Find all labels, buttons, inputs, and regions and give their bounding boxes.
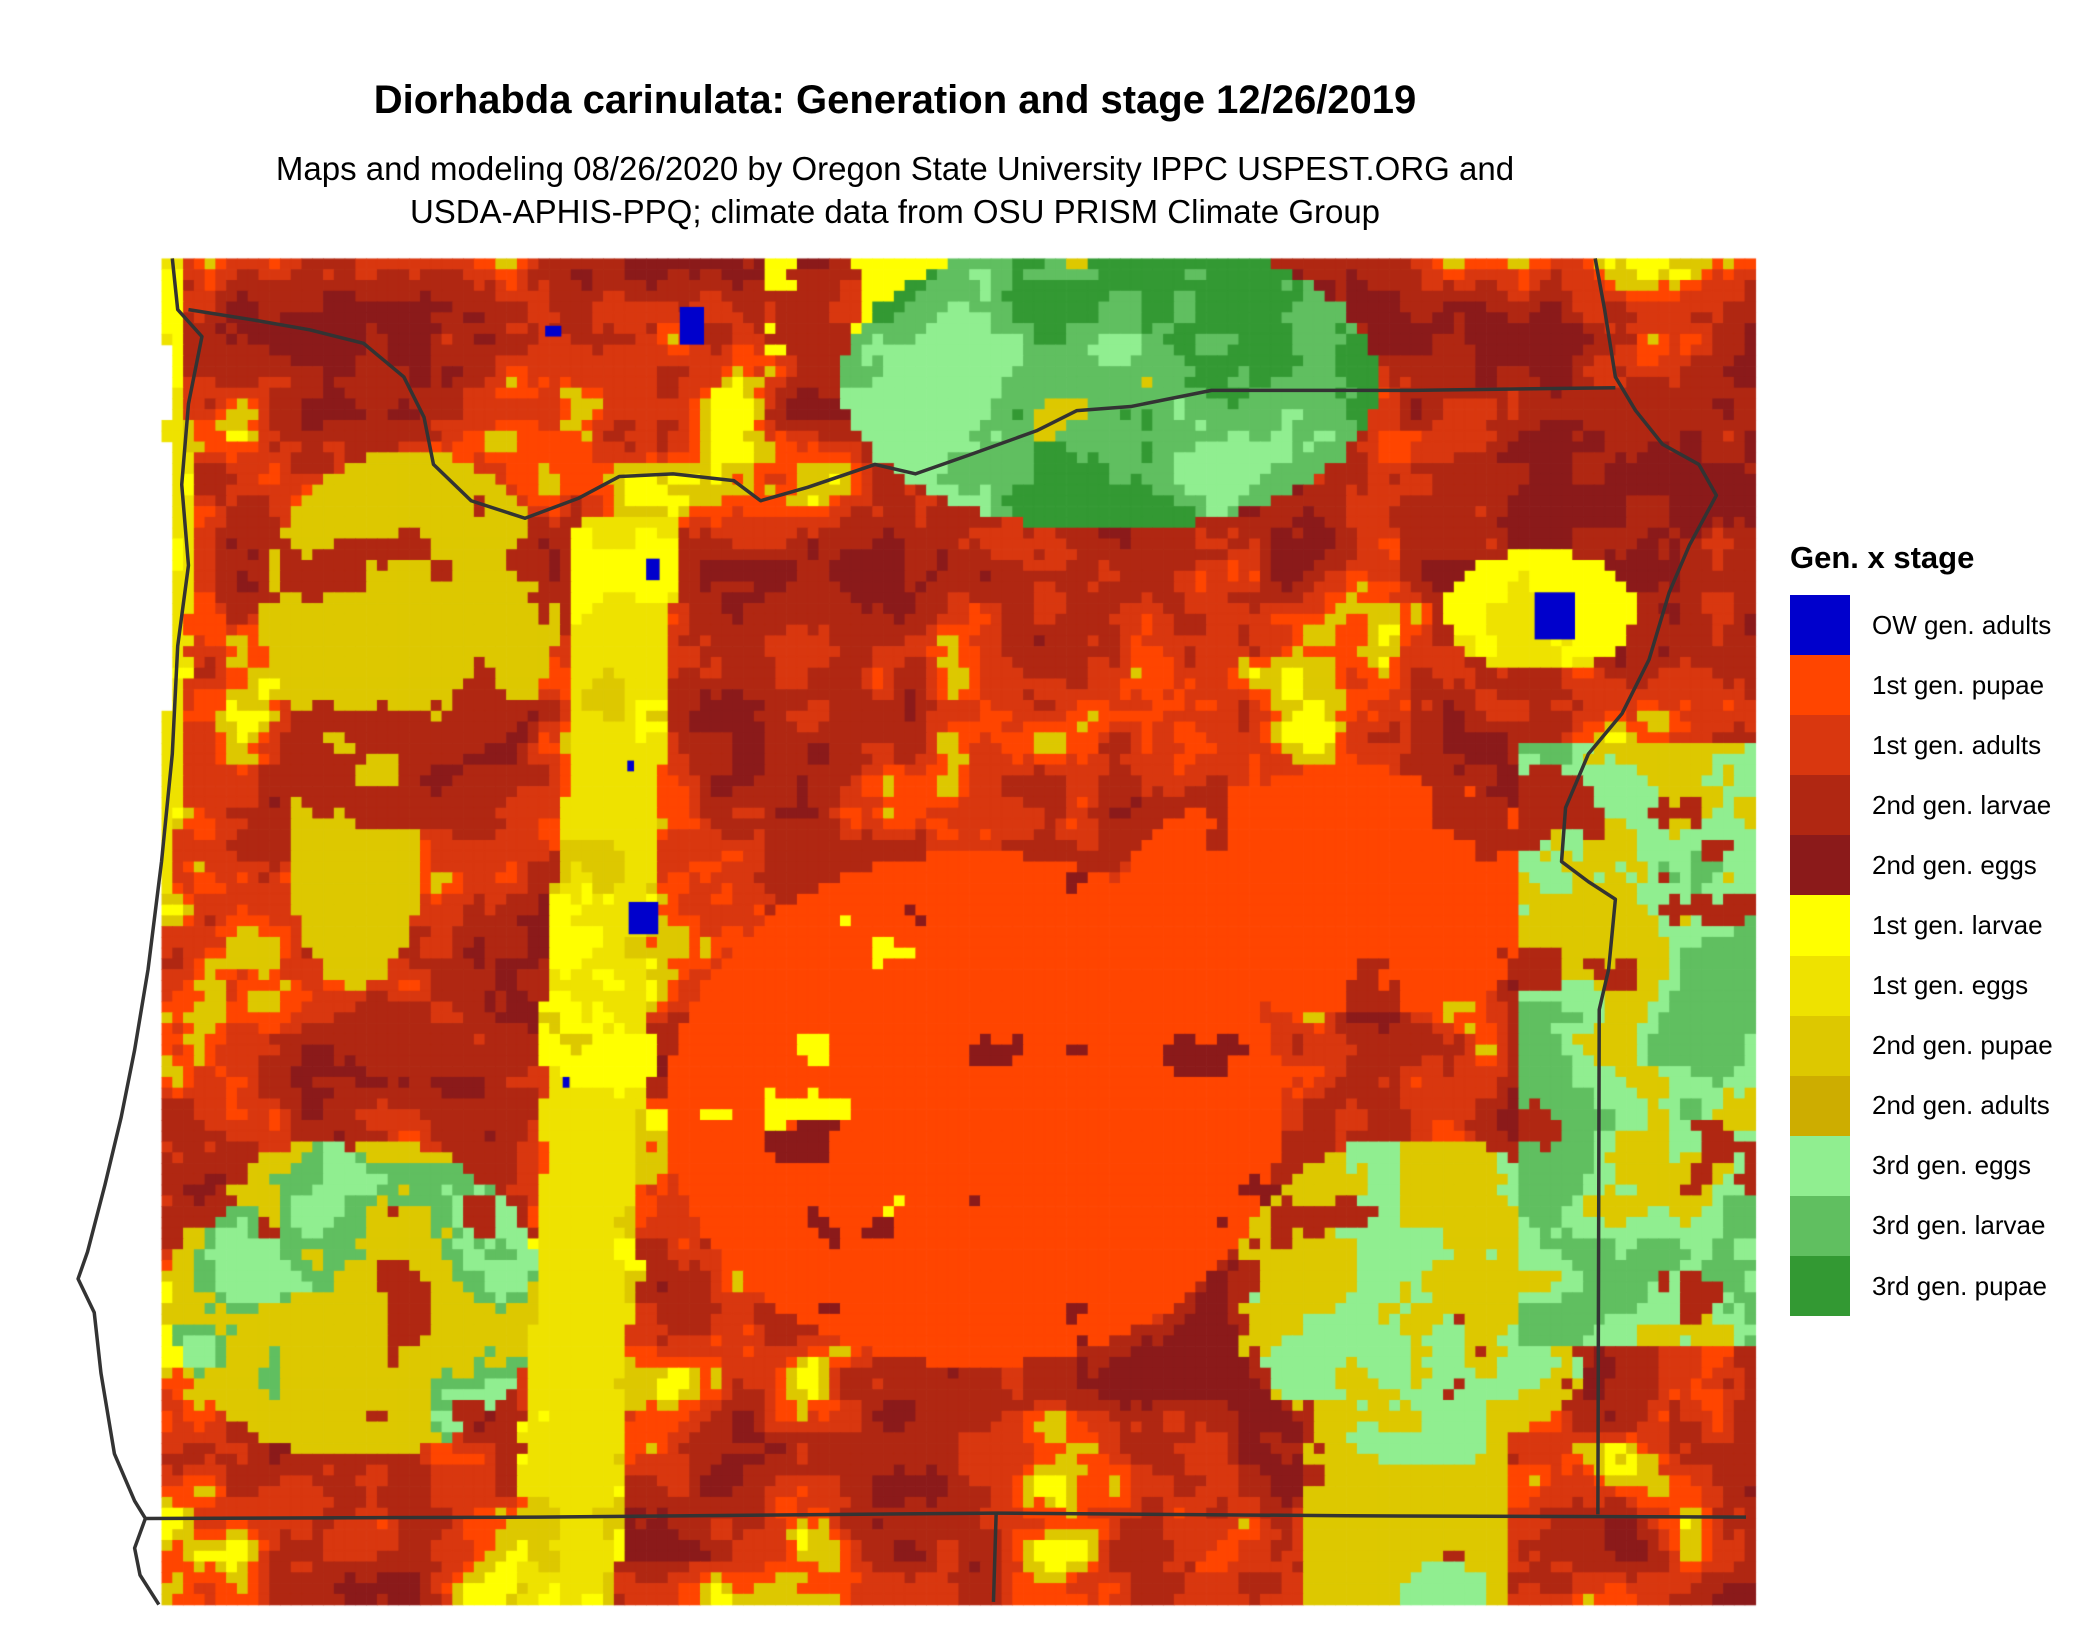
legend-swatch — [1790, 655, 1850, 716]
legend-item: 1st gen. eggs — [1790, 955, 2053, 1016]
legend-swatch — [1790, 595, 1850, 656]
legend-swatch — [1790, 835, 1850, 896]
legend-item: 3rd gen. pupae — [1790, 1256, 2053, 1317]
legend-swatch — [1790, 955, 1850, 1016]
legend-label: 3rd gen. eggs — [1872, 1150, 2032, 1181]
legend-label: 2nd gen. eggs — [1872, 849, 2037, 880]
legend-swatch — [1790, 895, 1850, 956]
legend-label: 1st gen. eggs — [1872, 970, 2029, 1001]
legend-swatch — [1790, 1015, 1850, 1076]
map-title: Diorhabda carinulata: Generation and sta… — [373, 78, 1417, 122]
legend-swatch — [1790, 1195, 1850, 1257]
legend: OW gen. adults 1st gen. pupae 1st gen. adu… — [1790, 595, 2053, 1317]
legend-label: 3rd gen. larvae — [1872, 1210, 2046, 1241]
ca-nv-border — [991, 1513, 998, 1602]
snake-river — [1559, 258, 1719, 1515]
legend-item: 1st gen. pupae — [1790, 655, 2053, 716]
map-subtitle-line1: Maps and modeling 08/26/2020 by Oregon S… — [275, 150, 1515, 187]
legend-item: 2nd gen. adults — [1790, 1075, 2053, 1136]
legend-label: 2nd gen. larvae — [1872, 789, 2052, 820]
legend-label: 1st gen. pupae — [1872, 669, 2045, 700]
legend-item: 2nd gen. pupae — [1790, 1015, 2053, 1076]
legend-item: 3rd gen. larvae — [1790, 1195, 2053, 1257]
legend-swatch — [1790, 775, 1850, 836]
legend-title: Gen. x stage — [1790, 540, 1975, 575]
legend-label: 1st gen. larvae — [1872, 910, 2043, 941]
legend-item: 1st gen. larvae — [1790, 895, 2053, 956]
legend-swatch — [1790, 1075, 1850, 1136]
coastline — [76, 258, 204, 1520]
legend-item: OW gen. adults — [1790, 595, 2053, 656]
legend-label: 2nd gen. adults — [1872, 1090, 2050, 1121]
columbia-river — [188, 307, 1616, 521]
legend-swatch — [1790, 1256, 1850, 1317]
legend-swatch — [1790, 1135, 1850, 1196]
legend-item: 2nd gen. larvae — [1790, 775, 2053, 836]
legend-label: OW gen. adults — [1872, 609, 2052, 640]
southern-border — [145, 1511, 1746, 1521]
ca-coast — [132, 1517, 161, 1606]
legend-swatch — [1790, 715, 1850, 776]
legend-item: 3rd gen. eggs — [1790, 1135, 2053, 1196]
map-subtitle-line2: USDA-APHIS-PPQ; climate data from OSU PR… — [409, 193, 1381, 230]
legend-label: 2nd gen. pupae — [1872, 1030, 2053, 1061]
legend-label: 1st gen. adults — [1872, 729, 2042, 760]
legend-item: 2nd gen. eggs — [1790, 835, 2053, 896]
legend-item: 1st gen. adults — [1790, 715, 2053, 776]
legend-label: 3rd gen. pupae — [1872, 1270, 2047, 1301]
